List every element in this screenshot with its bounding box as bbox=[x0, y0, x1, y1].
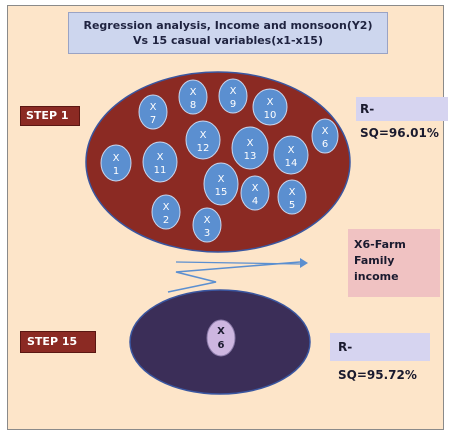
variable-letter: X bbox=[150, 102, 157, 113]
variable-bubble-shape bbox=[231, 126, 269, 170]
variable-number: 12 bbox=[197, 143, 210, 154]
variable-bubble-shape bbox=[277, 179, 307, 215]
variable-bubble-shape bbox=[185, 120, 221, 160]
variable-bubble-x1: X1 bbox=[100, 144, 132, 182]
variable-number: 4 bbox=[252, 196, 258, 207]
note-line-2: income bbox=[354, 270, 399, 283]
variable-bubble-shape bbox=[252, 88, 288, 126]
variable-number: 5 bbox=[289, 200, 295, 211]
variable-bubble-shape bbox=[151, 194, 181, 230]
selected-number: 6 bbox=[218, 340, 225, 351]
step1-rsq: R-SQ=96.01% bbox=[356, 97, 448, 140]
variable-bubble-shape bbox=[142, 141, 178, 183]
arrow-head-icon bbox=[300, 258, 308, 268]
variable-bubble-x15: X 15 bbox=[203, 162, 239, 206]
variable-bubble-x13: X 13 bbox=[231, 126, 269, 170]
variable-number: 6 bbox=[322, 139, 328, 150]
variable-number: 3 bbox=[204, 228, 210, 239]
variable-letter: X bbox=[289, 187, 296, 198]
variable-bubble-shape bbox=[178, 79, 208, 115]
variable-bubble-shape bbox=[311, 118, 339, 154]
variable-letter: X bbox=[190, 87, 197, 98]
variable-letter: X bbox=[230, 86, 237, 97]
variable-bubble-x3: X3 bbox=[192, 207, 222, 243]
variable-bubble-shape bbox=[218, 78, 248, 114]
step15-rsq: R-SQ=95.72% bbox=[330, 333, 430, 382]
variable-bubble-x12: X 12 bbox=[185, 120, 221, 160]
variable-number: 11 bbox=[154, 165, 167, 176]
variable-number: 2 bbox=[163, 215, 169, 226]
variable-bubble-x10: X 10 bbox=[252, 88, 288, 126]
variable-bubble-shape bbox=[273, 135, 309, 175]
variable-number: 8 bbox=[190, 100, 196, 111]
selected-letter: X bbox=[217, 326, 225, 337]
variable-letter: X bbox=[204, 215, 211, 226]
variable-bubble-x8: X8 bbox=[178, 79, 208, 115]
variable-letter: X bbox=[288, 145, 295, 156]
step15-label: STEP 15 bbox=[20, 331, 96, 353]
note-line-1: X6-Farm Family bbox=[354, 238, 406, 267]
variable-letter: X bbox=[252, 183, 259, 194]
step1-label: STEP 1 bbox=[20, 106, 80, 126]
transition-arrow-upper bbox=[175, 261, 301, 265]
variable-letter: X bbox=[218, 174, 225, 185]
variable-bubble-shape bbox=[203, 162, 239, 206]
variable-number: 14 bbox=[285, 158, 298, 169]
variable-number: 10 bbox=[264, 110, 277, 121]
variable-letter: X bbox=[200, 130, 207, 141]
variable-bubble-x5: X5 bbox=[277, 179, 307, 215]
variable-bubble-shape bbox=[192, 207, 222, 243]
variable-number: 15 bbox=[215, 187, 228, 198]
variable-number: 9 bbox=[230, 99, 236, 110]
variable-number: 1 bbox=[113, 166, 119, 177]
selected-variable-note: X6-Farm Family income bbox=[348, 229, 440, 297]
transition-arrow bbox=[167, 261, 301, 293]
variable-bubble-shape bbox=[100, 144, 132, 182]
variable-bubble-x9: X9 bbox=[218, 78, 248, 114]
variable-number: 13 bbox=[244, 151, 257, 162]
variable-bubble-x11: X 11 bbox=[142, 141, 178, 183]
variable-letter: X bbox=[247, 138, 254, 149]
variable-letter: X bbox=[113, 153, 120, 164]
variable-bubble-x7: X7 bbox=[138, 94, 168, 130]
variable-letter: X bbox=[157, 152, 164, 163]
variable-letter: X bbox=[322, 126, 329, 137]
diagram-title: Regression analysis, Income and monsoon(… bbox=[68, 12, 388, 54]
selected-variable-bubble: X 6 bbox=[206, 319, 236, 357]
variable-bubble-shape bbox=[240, 175, 270, 211]
variable-bubble-x2: X2 bbox=[151, 194, 181, 230]
variable-bubble-x14: X 14 bbox=[273, 135, 309, 175]
variable-bubble-x6: X6 bbox=[311, 118, 339, 154]
variable-number: 7 bbox=[150, 115, 156, 126]
variable-bubble-x4: X4 bbox=[240, 175, 270, 211]
variable-letter: X bbox=[267, 97, 274, 108]
variable-bubble-shape bbox=[138, 94, 168, 130]
variable-letter: X bbox=[163, 202, 170, 213]
